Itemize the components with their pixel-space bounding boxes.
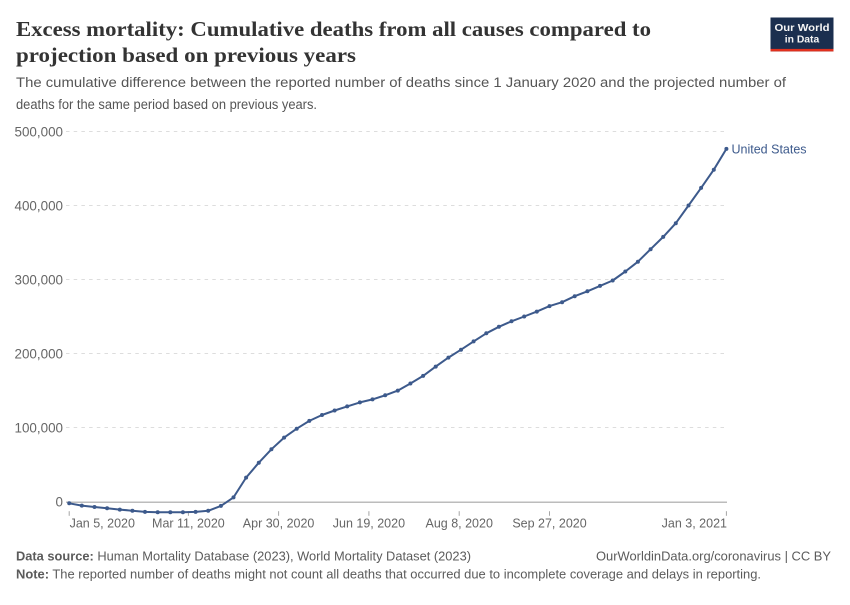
svg-text:300,000: 300,000	[15, 273, 63, 288]
svg-text:The cumulative difference betw: The cumulative difference between the re…	[16, 75, 786, 90]
svg-text:Jan 5, 2020: Jan 5, 2020	[70, 517, 135, 531]
svg-text:Jan 3, 2021: Jan 3, 2021	[662, 517, 727, 531]
svg-text:500,000: 500,000	[15, 125, 63, 140]
svg-text:United States: United States	[732, 143, 807, 157]
svg-text:deaths for the same period bas: deaths for the same period based on prev…	[16, 97, 317, 112]
svg-text:OurWorldinData.org/coronavirus: OurWorldinData.org/coronavirus | CC BY	[596, 548, 831, 563]
svg-text:0: 0	[56, 495, 63, 510]
svg-text:Data source: Human Mortality D: Data source: Human Mortality Database (2…	[16, 548, 471, 563]
svg-text:Jun 19, 2020: Jun 19, 2020	[333, 517, 405, 531]
svg-text:400,000: 400,000	[15, 199, 63, 214]
svg-text:Our World: Our World	[775, 22, 830, 34]
svg-text:200,000: 200,000	[15, 347, 63, 362]
svg-text:Note: The reported number of d: Note: The reported number of deaths migh…	[16, 567, 761, 582]
svg-text:Apr 30, 2020: Apr 30, 2020	[243, 517, 315, 531]
svg-text:Mar 11, 2020: Mar 11, 2020	[152, 517, 225, 531]
svg-text:Aug 8, 2020: Aug 8, 2020	[425, 517, 492, 531]
svg-text:Sep 27, 2020: Sep 27, 2020	[512, 517, 586, 531]
svg-text:Excess mortality: Cumulative d: Excess mortality: Cumulative deaths from…	[16, 17, 651, 41]
svg-text:100,000: 100,000	[15, 421, 63, 436]
svg-text:in Data: in Data	[785, 33, 820, 45]
svg-text:projection based on previous y: projection based on previous years	[16, 43, 356, 67]
